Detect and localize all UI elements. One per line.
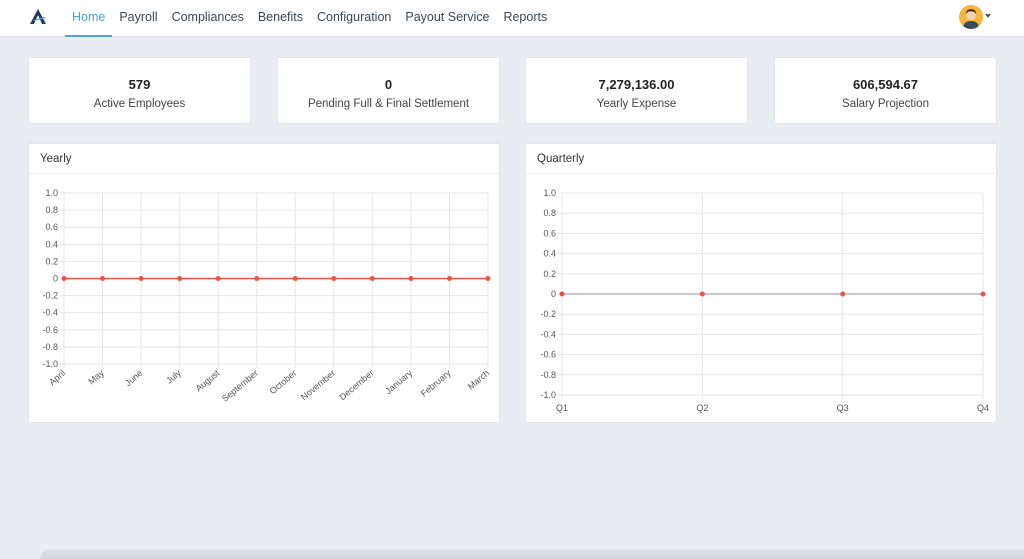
x-tick-label: September [220,368,260,404]
y-tick-label: 0 [551,289,556,299]
x-tick-label: July [164,368,183,386]
x-tick-label: November [299,368,337,402]
data-point[interactable] [215,276,221,281]
chevron-down-icon[interactable] [985,14,991,18]
data-point[interactable] [699,291,705,297]
nav-link-payroll[interactable]: Payroll [119,10,158,24]
y-tick-label: 0.6 [45,222,58,232]
y-tick-label: 1.0 [543,188,556,198]
divider [29,173,499,174]
triangle-logo-icon[interactable] [30,9,48,25]
y-tick-label: -0.6 [540,350,556,360]
stat-card-salary-projection: 606,594.67 Salary Projection [774,57,997,124]
y-tick-label: -0.4 [540,329,556,339]
data-point[interactable] [331,276,337,281]
y-tick-label: -1.0 [42,359,58,369]
y-tick-label: -0.8 [42,342,58,352]
yearly-chart-panel: Yearly 1.0 0.8 0.6 0.4 0.2 0 -0.2 -0.4 -0.6 -0.8 -… [28,143,500,423]
data-point[interactable] [177,276,183,281]
data-point[interactable] [61,276,67,281]
stat-card-yearly-expense: 7,279,136.00 Yearly Expense [525,57,748,124]
quarterly-chart-panel: Quarterly 1.0 0.8 0.6 0.4 0.2 0 -0.2 -0.4 -0.6 -0… [525,143,997,423]
y-tick-label: 0.2 [45,256,58,266]
data-point[interactable] [485,276,491,281]
x-tick-label: Q3 [837,403,849,413]
data-point[interactable] [840,291,846,297]
stat-value: 7,279,136.00 [598,77,675,92]
nav-link-compliances[interactable]: Compliances [171,10,244,24]
x-tick-label: April [47,368,67,387]
data-point[interactable] [138,276,144,281]
x-tick-label: March [466,368,492,392]
stat-label: Salary Projection [842,98,929,110]
divider [526,173,996,174]
top-navbar: Home Payroll Compliances Benefits Config… [0,0,1024,37]
y-tick-label: 0.2 [543,269,556,279]
x-tick-label: May [86,368,106,387]
y-tick-label: -0.4 [42,308,58,318]
quarterly-line-chart: 1.0 0.8 0.6 0.4 0.2 0 -0.2 -0.4 -0.6 -0.8 -1.0Q1 Q2… [540,188,989,413]
x-tick-label: Q4 [977,403,989,413]
stat-label: Pending Full & Final Settlement [307,98,470,110]
stat-card-pending-settlement: 0 Pending Full & Final Settlement [277,57,500,124]
nav-link-home[interactable]: Home [65,0,113,37]
panel-title: Quarterly [537,153,585,165]
x-tick-label: February [419,368,453,399]
data-point[interactable] [100,276,106,281]
data-point[interactable] [254,276,260,281]
nav-link-benefits[interactable]: Benefits [257,10,303,24]
stat-label: Yearly Expense [596,98,677,110]
stat-value: 0 [384,77,393,92]
x-tick-label: Q2 [696,403,708,413]
nav-link-payout-service[interactable]: Payout Service [405,10,490,24]
y-tick-label: -1.0 [540,390,556,400]
x-tick-label: January [383,368,414,397]
stat-card-active-employees: 579 Active Employees [28,57,251,124]
y-tick-label: 0.4 [543,249,556,259]
yearly-line-chart: 1.0 0.8 0.6 0.4 0.2 0 -0.2 -0.4 -0.6 -0.8 -1.0Apri… [42,188,492,404]
stat-value: 579 [128,77,151,92]
y-tick-label: 0.8 [543,208,556,218]
data-point[interactable] [446,276,452,281]
data-point[interactable] [408,276,414,281]
y-tick-label: -0.2 [42,291,58,301]
bottom-edge [40,549,1024,559]
x-tick-label: June [123,368,144,388]
y-tick-label: 0.6 [543,228,556,238]
stat-label: Active Employees [93,98,186,110]
x-tick-label: October [268,368,299,396]
y-tick-label: 0 [53,274,58,284]
user-avatar-icon[interactable] [959,5,983,29]
data-point[interactable] [292,276,298,281]
panel-title: Yearly [40,153,72,165]
y-tick-label: 0.8 [45,205,58,215]
y-tick-label: -0.8 [540,370,556,380]
nav-link-configuration[interactable]: Configuration [317,10,392,24]
data-point[interactable] [369,276,375,281]
x-tick-label: Q1 [556,403,568,413]
x-tick-label: August [194,368,222,394]
data-point[interactable] [980,291,986,297]
y-tick-label: 1.0 [45,188,58,198]
y-tick-label: -0.2 [540,309,556,319]
nav-links: Home Payroll Compliances Benefits Config… [65,0,554,37]
data-point[interactable] [559,291,565,297]
stat-value: 606,594.67 [852,77,919,92]
nav-link-reports[interactable]: Reports [503,10,548,24]
y-tick-label: -0.6 [42,325,58,335]
x-tick-label: December [337,368,375,402]
y-tick-label: 0.4 [45,239,58,249]
